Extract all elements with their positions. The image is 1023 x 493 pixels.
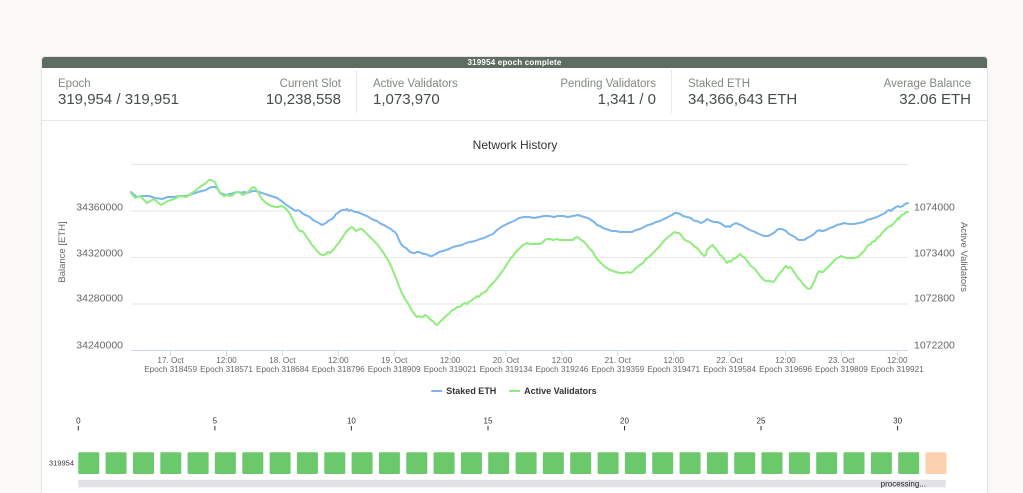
svg-text:34240000: 34240000 [76, 340, 123, 352]
svg-text:Staked ETH: Staked ETH [446, 386, 496, 396]
svg-text:Epoch 319021: Epoch 319021 [424, 365, 477, 374]
svg-text:12:00: 12:00 [440, 356, 461, 365]
svg-text:Epoch 319584: Epoch 319584 [703, 365, 756, 374]
svg-text:Active Validators: Active Validators [524, 386, 597, 396]
svg-text:1072200: 1072200 [914, 340, 955, 352]
svg-text:12:00: 12:00 [775, 356, 796, 365]
svg-text:10: 10 [347, 417, 356, 426]
svg-text:34320000: 34320000 [76, 248, 123, 260]
svg-text:34280000: 34280000 [76, 293, 123, 305]
svg-text:Epoch 319246: Epoch 319246 [535, 365, 588, 374]
svg-text:Epoch 318459: Epoch 318459 [144, 365, 197, 374]
svg-text:Network History: Network History [473, 138, 558, 152]
svg-text:21. Oct: 21. Oct [605, 356, 632, 365]
svg-text:Active Validators: Active Validators [958, 222, 969, 292]
svg-text:18. Oct: 18. Oct [269, 356, 296, 365]
svg-text:12:00: 12:00 [887, 356, 908, 365]
svg-text:Epoch 319471: Epoch 319471 [647, 365, 700, 374]
svg-text:1073400: 1073400 [914, 248, 955, 260]
svg-text:12:00: 12:00 [328, 356, 349, 365]
svg-text:20: 20 [620, 417, 629, 426]
svg-text:20. Oct: 20. Oct [493, 356, 520, 365]
svg-text:30: 30 [893, 417, 902, 426]
svg-text:Epoch 318684: Epoch 318684 [256, 365, 309, 374]
svg-text:22. Oct: 22. Oct [716, 356, 743, 365]
svg-text:25: 25 [757, 417, 766, 426]
svg-text:15: 15 [484, 417, 493, 426]
svg-text:319954: 319954 [49, 459, 74, 468]
svg-text:Balance [ETH]: Balance [ETH] [57, 221, 68, 282]
svg-text:1074000: 1074000 [914, 202, 955, 214]
svg-text:12:00: 12:00 [552, 356, 573, 365]
svg-text:5: 5 [213, 417, 218, 426]
svg-text:Epoch 318796: Epoch 318796 [312, 365, 365, 374]
svg-text:1072800: 1072800 [914, 293, 955, 305]
svg-text:Epoch 319696: Epoch 319696 [759, 365, 812, 374]
svg-text:17. Oct: 17. Oct [157, 356, 184, 365]
svg-text:Epoch 318909: Epoch 318909 [368, 365, 421, 374]
svg-text:0: 0 [76, 417, 81, 426]
svg-text:12:00: 12:00 [663, 356, 684, 365]
svg-text:processing...: processing... [881, 480, 926, 489]
svg-text:Epoch 319359: Epoch 319359 [591, 365, 644, 374]
svg-text:Epoch 319921: Epoch 319921 [871, 365, 924, 374]
svg-text:12:00: 12:00 [216, 356, 237, 365]
svg-text:Epoch 318571: Epoch 318571 [200, 365, 253, 374]
svg-text:34360000: 34360000 [76, 202, 123, 214]
svg-text:Epoch 319809: Epoch 319809 [815, 365, 868, 374]
svg-text:Epoch 319134: Epoch 319134 [480, 365, 533, 374]
svg-text:19. Oct: 19. Oct [381, 356, 408, 365]
svg-text:23. Oct: 23. Oct [828, 356, 855, 365]
